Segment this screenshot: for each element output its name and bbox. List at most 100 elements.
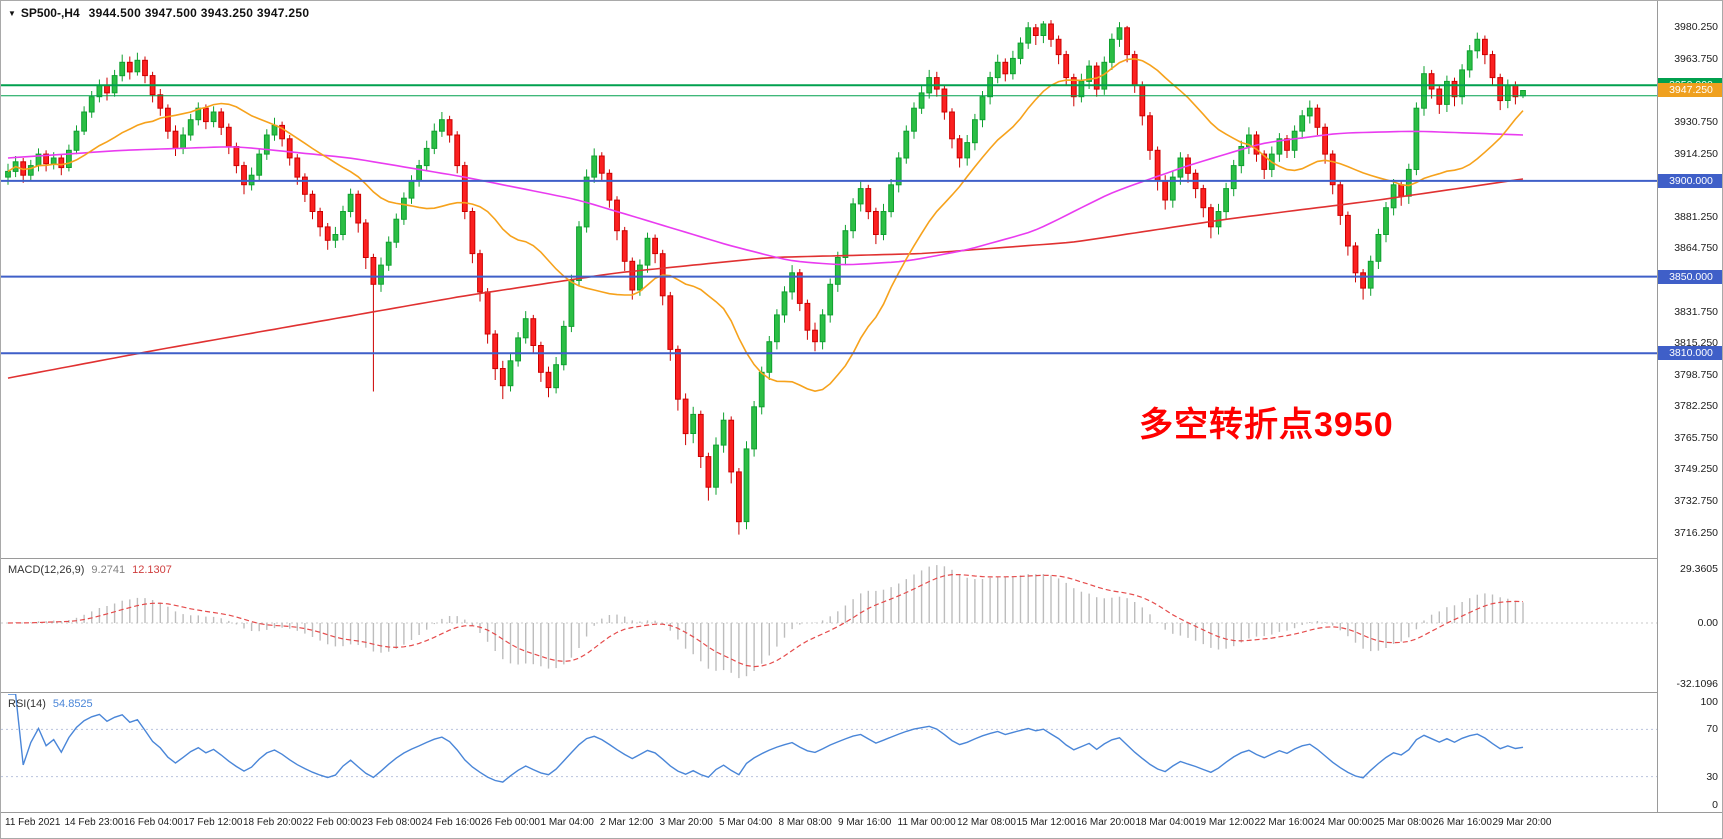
main-price-chart[interactable] (1, 1, 1657, 558)
candle (393, 213, 400, 248)
candle (1444, 75, 1450, 112)
candle (1306, 100, 1313, 124)
rsi-line (8, 694, 1524, 783)
candle (1489, 50, 1496, 86)
candle (431, 123, 438, 155)
time-axis-label: 3 Mar 20:00 (659, 817, 713, 828)
price-tag: 3900.000 (1658, 173, 1722, 188)
candle (317, 207, 324, 237)
candle (941, 85, 948, 120)
candle (865, 184, 872, 220)
price-axis-label: 3782.250 (1674, 400, 1718, 413)
time-axis-label: 24 Feb 16:00 (421, 817, 481, 828)
candle (690, 406, 697, 444)
candle (1230, 159, 1237, 197)
candle (1124, 25, 1130, 63)
candle (43, 150, 50, 172)
candle (340, 205, 346, 241)
candle (530, 314, 537, 354)
candle (1299, 110, 1306, 139)
time-axis-label: 29 Mar 20:00 (1492, 817, 1552, 828)
candle (408, 175, 415, 204)
candle (104, 77, 110, 101)
annotation-text[interactable]: 多空转折点3950 (1139, 406, 1394, 444)
candle (355, 190, 362, 233)
price-axis-label: 3881.250 (1674, 210, 1718, 223)
price-axis-label: 3980.250 (1674, 21, 1718, 34)
macd-panel-chart[interactable] (1, 560, 1657, 692)
time-axis-label: 15 Mar 12:00 (1016, 817, 1076, 828)
price-axis-label: 3864.750 (1674, 242, 1718, 255)
candle (111, 69, 118, 97)
candle (743, 441, 750, 530)
time-axis-label: 17 Feb 12:00 (183, 817, 243, 828)
time-axis-label: 22 Mar 16:00 (1254, 817, 1314, 828)
time-axis-label: 23 Feb 08:00 (362, 817, 421, 828)
candle (73, 125, 80, 155)
time-axis[interactable]: 11 Feb 2021 14 Feb 23:00 16 Feb 04:00 17 Fe… (1, 813, 1657, 838)
candle (614, 196, 620, 241)
candle (469, 207, 476, 264)
candle (1032, 24, 1039, 45)
time-axis-label: 16 Feb 04:00 (124, 817, 183, 828)
candle (736, 468, 742, 535)
candle (271, 117, 278, 141)
ma-fast-line (7, 57, 1524, 393)
panel-separator[interactable] (1, 692, 1722, 693)
macd-axis-label: 29.3605 (1680, 563, 1718, 575)
candle (1345, 211, 1351, 256)
time-axis-label: 26 Feb 00:00 (481, 817, 540, 828)
candle (621, 226, 628, 271)
candle (576, 221, 582, 287)
price-axis-label: 3815.250 (1674, 337, 1718, 350)
candle (1421, 66, 1427, 116)
candle (987, 71, 994, 105)
candle (149, 71, 156, 103)
candle (857, 180, 864, 212)
time-axis-label: 24 Mar 00:00 (1314, 817, 1373, 828)
candle (553, 357, 560, 394)
macd-main-value: 9.2741 (91, 564, 126, 576)
candle (1497, 73, 1504, 111)
panel-separator[interactable] (1, 558, 1722, 559)
candle (27, 159, 34, 181)
candle (454, 131, 461, 174)
candle (1405, 163, 1412, 204)
candle (66, 144, 72, 172)
candle (35, 148, 42, 172)
price-tag: 3850.000 (1658, 269, 1722, 284)
price-scale-separator (1657, 1, 1658, 812)
candle (1436, 85, 1443, 114)
macd-name: MACD(12,26,9) (8, 564, 85, 576)
candle (591, 148, 598, 183)
price-scale[interactable]: 3980.250 3963.750 3947.250 3930.750 3914.250… (1658, 1, 1722, 812)
candle (652, 234, 659, 264)
candle (1017, 37, 1024, 65)
candle (949, 108, 955, 149)
candle (583, 169, 590, 233)
macd-axis-label: 0.00 (1697, 617, 1718, 630)
rsi-panel-chart[interactable] (1, 694, 1657, 812)
candle (119, 54, 126, 82)
candle (256, 148, 263, 181)
candle (979, 91, 986, 128)
time-axis-label: 12 Mar 08:00 (957, 817, 1016, 828)
candle (294, 154, 301, 185)
candle (827, 278, 834, 323)
candle (560, 320, 567, 371)
candle (1291, 125, 1298, 158)
candle (720, 412, 727, 453)
candle (1466, 45, 1473, 78)
candle (850, 198, 857, 239)
candle (1154, 146, 1161, 191)
chart-ohlc-values: 3944.500 3947.500 3943.250 3947.250 (88, 6, 310, 20)
price-axis-label: 3831.750 (1674, 305, 1718, 318)
candle (1383, 202, 1389, 243)
macd-signal-value: 12.1307 (132, 564, 172, 576)
candle (972, 113, 978, 151)
price-axis-label: 3749.250 (1674, 463, 1718, 476)
candle (819, 309, 826, 350)
candle (598, 152, 605, 181)
candle (1360, 269, 1366, 300)
chart-expand-icon[interactable]: ▼ (8, 9, 16, 18)
